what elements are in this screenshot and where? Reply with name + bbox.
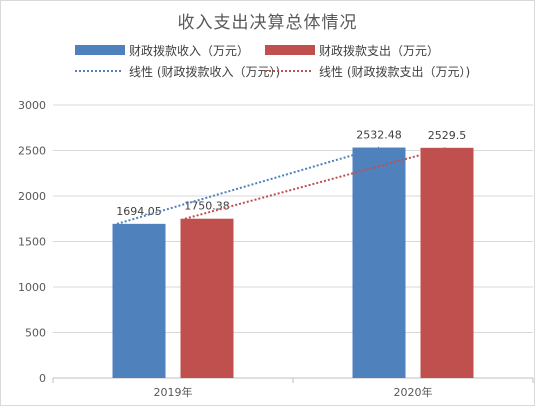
y-tick-label: 1000 xyxy=(18,281,46,294)
legend-swatch-income xyxy=(75,45,125,55)
legend-trend-label-expense: 线性 (财政拨款支出（万元）) xyxy=(319,65,470,79)
data-label: 1750.38 xyxy=(184,200,230,213)
trendline-expense xyxy=(184,146,448,220)
legend-label-income: 财政拨款收入（万元） xyxy=(129,44,249,58)
data-label: 1694.05 xyxy=(116,205,162,218)
plot-area: 0 500 1000 1500 2000 2500 3000 1694.05 2532.48 17… xyxy=(18,99,534,399)
bar-income xyxy=(352,147,406,378)
x-tick-label: 2019年 xyxy=(154,385,193,399)
legend: 财政拨款收入（万元） 财政拨款支出（万元） 线性 (财政拨款收入（万元）) 线性… xyxy=(75,44,470,79)
bar-expense xyxy=(180,218,234,378)
chart-title: 收入支出决算总体情况 xyxy=(177,13,358,33)
data-label: 2532.48 xyxy=(356,129,402,142)
y-tick-label: 3000 xyxy=(18,99,46,112)
legend-label-expense: 财政拨款支出（万元） xyxy=(319,44,439,58)
y-tick-label: 2000 xyxy=(18,190,46,203)
y-tick-label: 0 xyxy=(39,372,46,385)
y-tick-label: 1500 xyxy=(18,236,46,249)
bar-expense xyxy=(420,147,474,378)
legend-trend-label-income: 线性 (财政拨款收入（万元）) xyxy=(129,65,280,79)
bar-income xyxy=(112,223,166,378)
y-tick-label: 500 xyxy=(25,327,46,340)
legend-swatch-expense xyxy=(265,45,315,55)
trendline-income xyxy=(116,146,380,225)
x-tick-label: 2020年 xyxy=(394,385,433,399)
data-label: 2529.5 xyxy=(428,129,467,142)
y-tick-label: 2500 xyxy=(18,145,46,158)
